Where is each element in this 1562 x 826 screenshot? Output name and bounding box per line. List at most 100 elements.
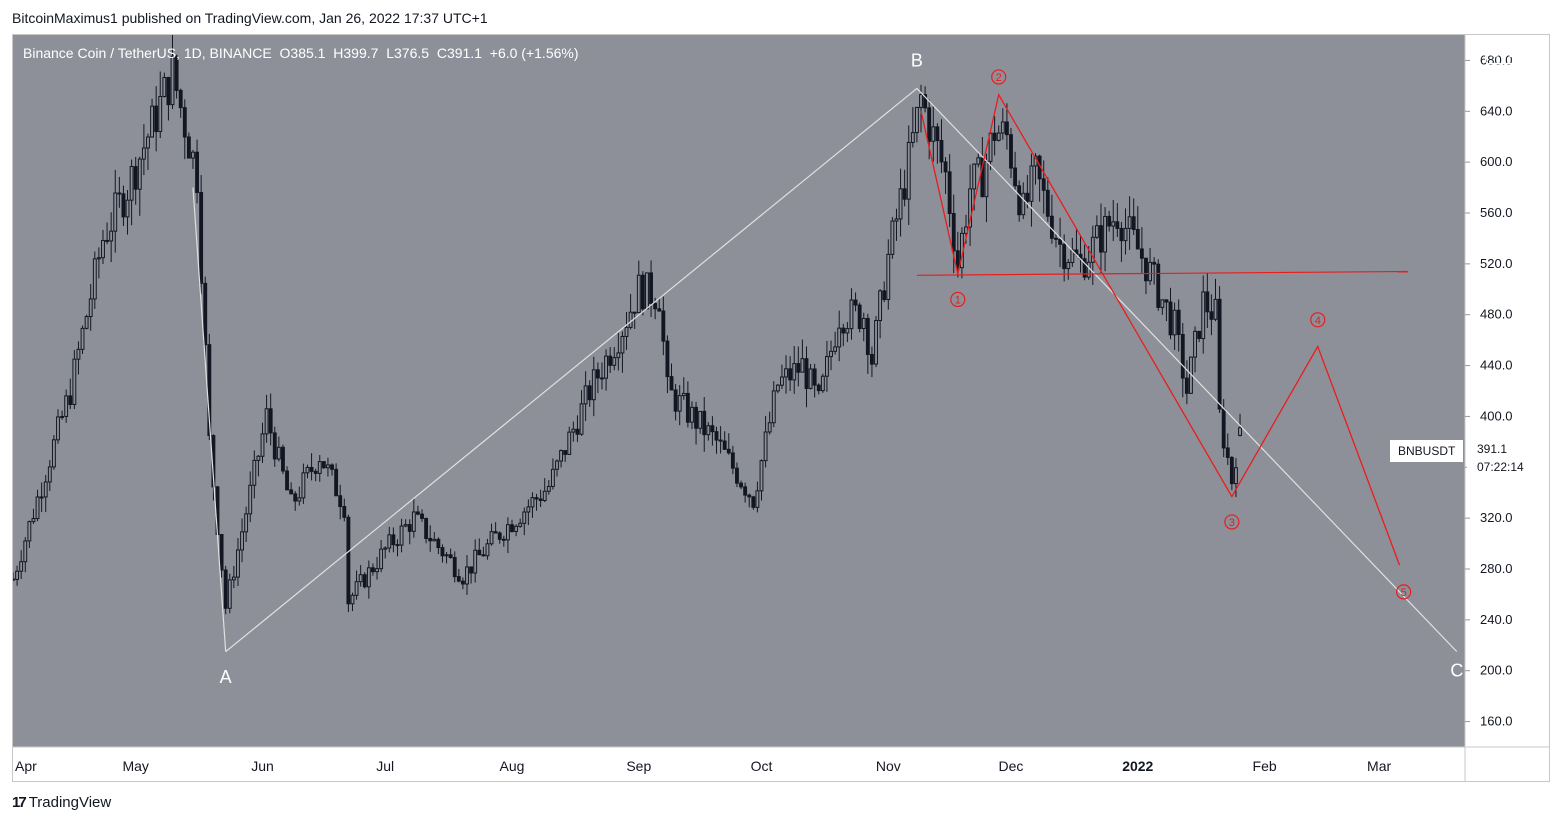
candle-body <box>272 432 277 460</box>
candle-body <box>391 534 396 546</box>
candle-body <box>358 574 363 583</box>
candle-body <box>88 298 93 318</box>
legend-change: +6.0 (+1.56%) <box>489 45 579 61</box>
candle-body <box>432 538 437 542</box>
candle-body <box>60 415 65 418</box>
candle-body <box>436 538 441 549</box>
candle-body <box>882 290 887 301</box>
abc-label-B: B <box>911 50 923 70</box>
candle-body <box>579 403 584 435</box>
candle-body <box>775 384 780 392</box>
candle-body <box>1201 291 1206 340</box>
candle-body <box>1099 225 1103 253</box>
candle-body <box>825 356 829 377</box>
candle-body <box>620 335 625 354</box>
candle-body <box>505 524 510 541</box>
y-tick-label: 200.0 <box>1480 663 1513 678</box>
candle-body <box>604 355 609 379</box>
candle-body <box>730 452 735 469</box>
y-tick-label: 480.0 <box>1480 307 1513 322</box>
candle-body <box>624 326 629 337</box>
candle-body <box>759 460 764 492</box>
x-tick-label: Mar <box>1367 758 1391 774</box>
price-chart[interactable]: 680.0640.0600.0560.0520.0480.0440.0400.0… <box>13 35 1549 781</box>
candle-body <box>477 549 482 556</box>
legend-close-label: C <box>436 45 447 61</box>
candle-body <box>15 570 20 580</box>
candle-body <box>837 327 842 348</box>
candle-body <box>109 230 114 242</box>
legend-low-label: L <box>386 45 394 61</box>
candle-body <box>608 355 613 366</box>
candle-body <box>227 579 232 609</box>
wave-label-3: 3 <box>1229 517 1235 529</box>
candle-body <box>133 166 138 190</box>
candle-body <box>1184 377 1189 394</box>
candle-body <box>1025 192 1030 202</box>
candle-body <box>555 460 559 470</box>
candle-body <box>910 132 915 143</box>
support-line <box>916 270 1408 276</box>
candle-body <box>501 538 506 541</box>
candle-body <box>1176 309 1181 335</box>
candle-body <box>902 188 907 200</box>
candle-body <box>125 199 130 218</box>
candle-body <box>31 518 36 523</box>
tradingview-logo[interactable]: 17 TradingView <box>12 794 111 811</box>
candle-body <box>1062 243 1067 270</box>
candle-body <box>297 497 302 502</box>
candle-body <box>743 486 748 496</box>
y-tick-label: 600.0 <box>1480 154 1513 169</box>
candle-body <box>1180 333 1185 379</box>
candle-body <box>113 192 118 232</box>
candle-body <box>1160 299 1165 308</box>
candle-body <box>931 126 936 142</box>
plot-area <box>13 35 1465 747</box>
candle-body <box>976 157 981 165</box>
candle-body <box>371 567 375 573</box>
currency-badge[interactable]: USDT <box>1485 42 1531 64</box>
candle-body <box>984 160 989 198</box>
candle-body <box>653 302 658 310</box>
candle-body <box>489 531 494 545</box>
legend-low: 376.5 <box>394 45 430 61</box>
candle-body <box>264 408 269 435</box>
candle-body <box>714 431 719 441</box>
candle-body <box>207 344 212 437</box>
candle-body <box>465 566 469 585</box>
candle-body <box>943 161 948 173</box>
candle-body <box>739 482 743 488</box>
candle-body <box>829 350 833 358</box>
y-tick-label: 240.0 <box>1480 612 1513 627</box>
candle-body <box>923 94 928 109</box>
x-tick-label: Feb <box>1253 758 1277 774</box>
candle-body <box>853 299 858 306</box>
abc-label-A: A <box>220 667 232 687</box>
publisher-line: BitcoinMaximus1 published on TradingView… <box>12 10 488 26</box>
candle-body <box>1119 227 1124 242</box>
candle-body <box>195 151 199 193</box>
candle-body <box>334 468 339 497</box>
candle-body <box>661 310 666 342</box>
y-tick-label: 640.0 <box>1480 103 1513 118</box>
candle-body <box>955 250 960 269</box>
legend-high-label: H <box>333 45 344 61</box>
candle-body <box>833 346 838 352</box>
candle-body <box>583 385 588 405</box>
candle-body <box>530 497 535 508</box>
candle-body <box>379 548 384 570</box>
candle-body <box>166 76 171 106</box>
candle-body <box>191 151 195 159</box>
candle-body <box>219 534 224 571</box>
candle-body <box>1054 237 1058 240</box>
candle-body <box>673 389 678 412</box>
candle-body <box>636 274 641 314</box>
candle-body <box>383 547 388 550</box>
chart-frame[interactable]: 680.0 640.0 600.0 560.0 520.0 480.0 440.0 400.0… <box>12 34 1550 782</box>
candle-body <box>1058 238 1063 245</box>
candle-body <box>587 385 592 401</box>
candle-body <box>268 408 273 434</box>
candle-body <box>1127 216 1132 229</box>
candle-body <box>919 94 923 108</box>
candle-body <box>1156 263 1161 308</box>
